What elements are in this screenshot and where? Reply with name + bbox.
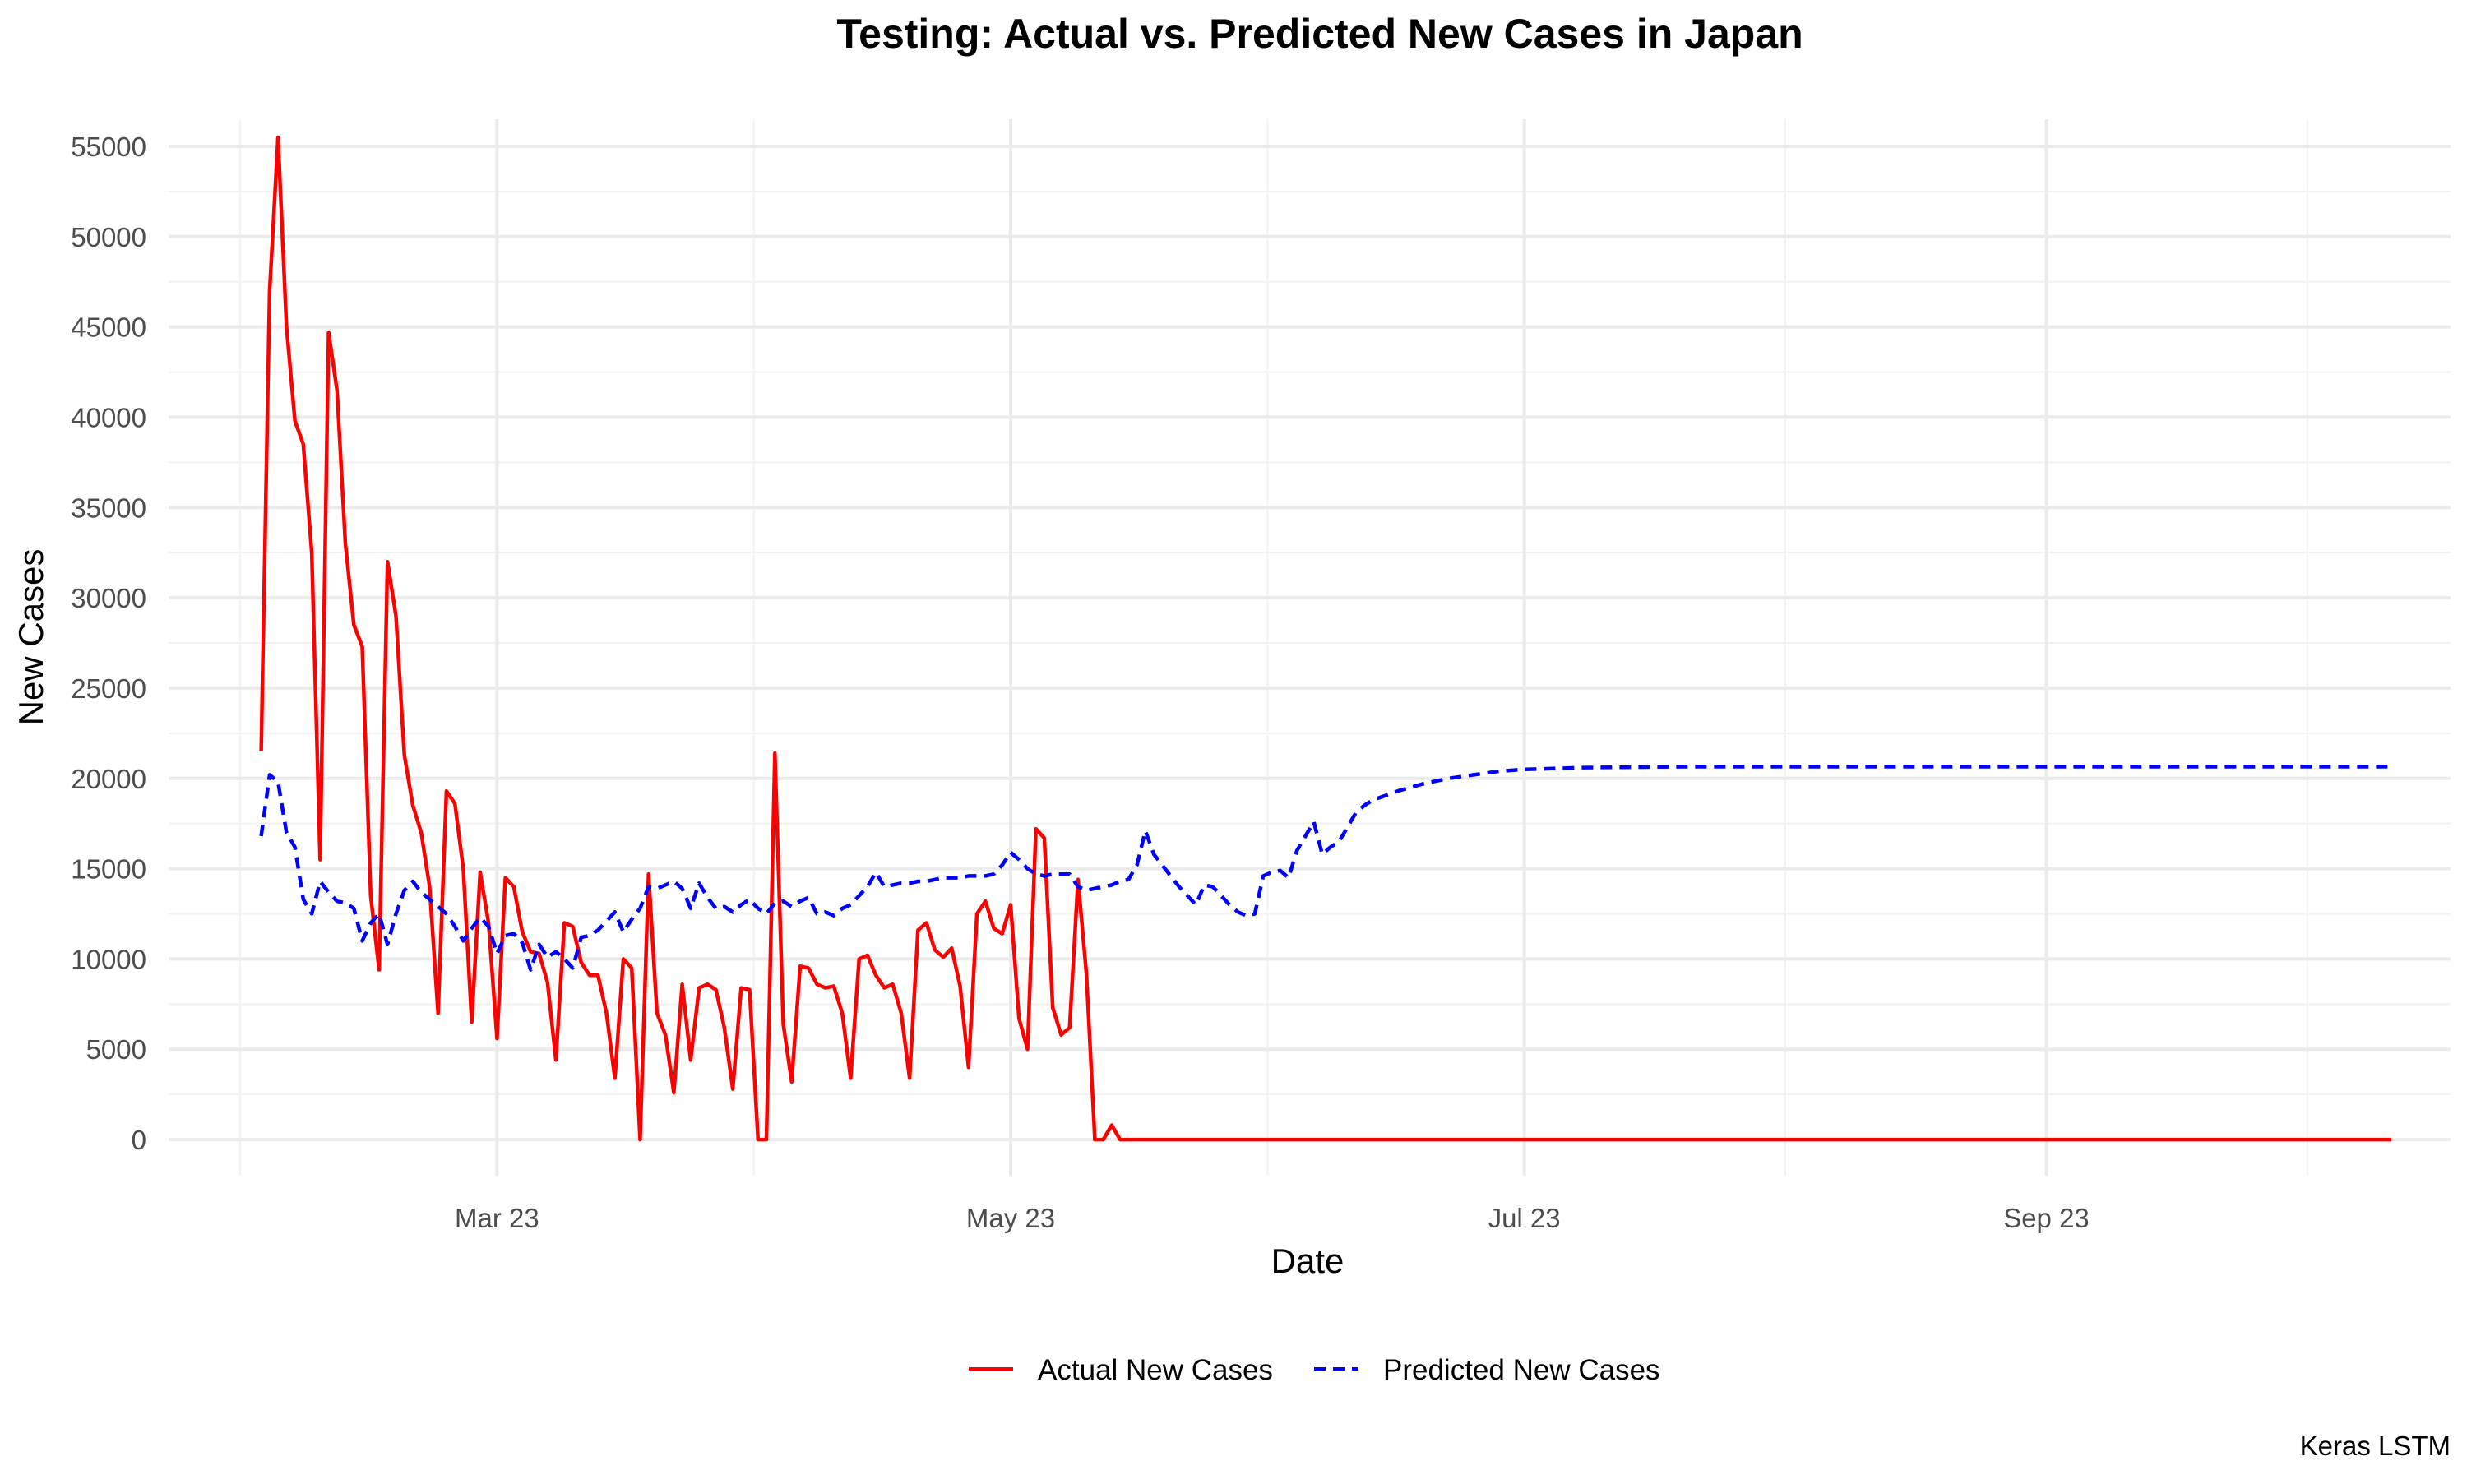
y-tick-label: 50000: [71, 222, 146, 252]
series-lines: [259, 135, 2392, 1142]
legend-label-predicted: Predicted New Cases: [1383, 1354, 1660, 1386]
predicted-new-cases-line: [259, 765, 2392, 972]
chart-title: Testing: Actual vs. Predicted New Cases …: [836, 11, 1803, 57]
y-tick-label: 25000: [71, 673, 146, 704]
y-tick-label: 0: [132, 1125, 146, 1155]
axis-labels: Mar 23 May 23 Jul 23 Sep 23 0 5000 10000 15000 2…: [71, 132, 2090, 1233]
actual-new-cases-line: [259, 135, 2392, 1142]
y-tick-label: 30000: [71, 583, 146, 613]
y-tick-label: 10000: [71, 944, 146, 974]
y-axis-title: New Cases: [12, 549, 50, 726]
chart-caption: Keras LSTM: [2300, 1431, 2451, 1461]
y-tick-label: 45000: [71, 312, 146, 343]
x-tick-label: Sep 23: [2003, 1203, 2090, 1233]
x-tick-label: May 23: [966, 1203, 1055, 1233]
legend: Actual New Cases Predicted New Cases: [969, 1354, 1660, 1386]
x-axis-title: Date: [1271, 1241, 1345, 1280]
legend-label-actual: Actual New Cases: [1038, 1354, 1273, 1386]
y-tick-label: 35000: [71, 492, 146, 523]
y-tick-label: 20000: [71, 764, 146, 794]
grid-lines: [169, 119, 2451, 1176]
x-tick-label: Jul 23: [1488, 1203, 1561, 1233]
y-tick-label: 55000: [71, 132, 146, 162]
y-tick-label: 40000: [71, 402, 146, 432]
x-tick-label: Mar 23: [455, 1203, 539, 1233]
y-tick-label: 5000: [86, 1034, 146, 1065]
y-tick-label: 15000: [71, 854, 146, 885]
